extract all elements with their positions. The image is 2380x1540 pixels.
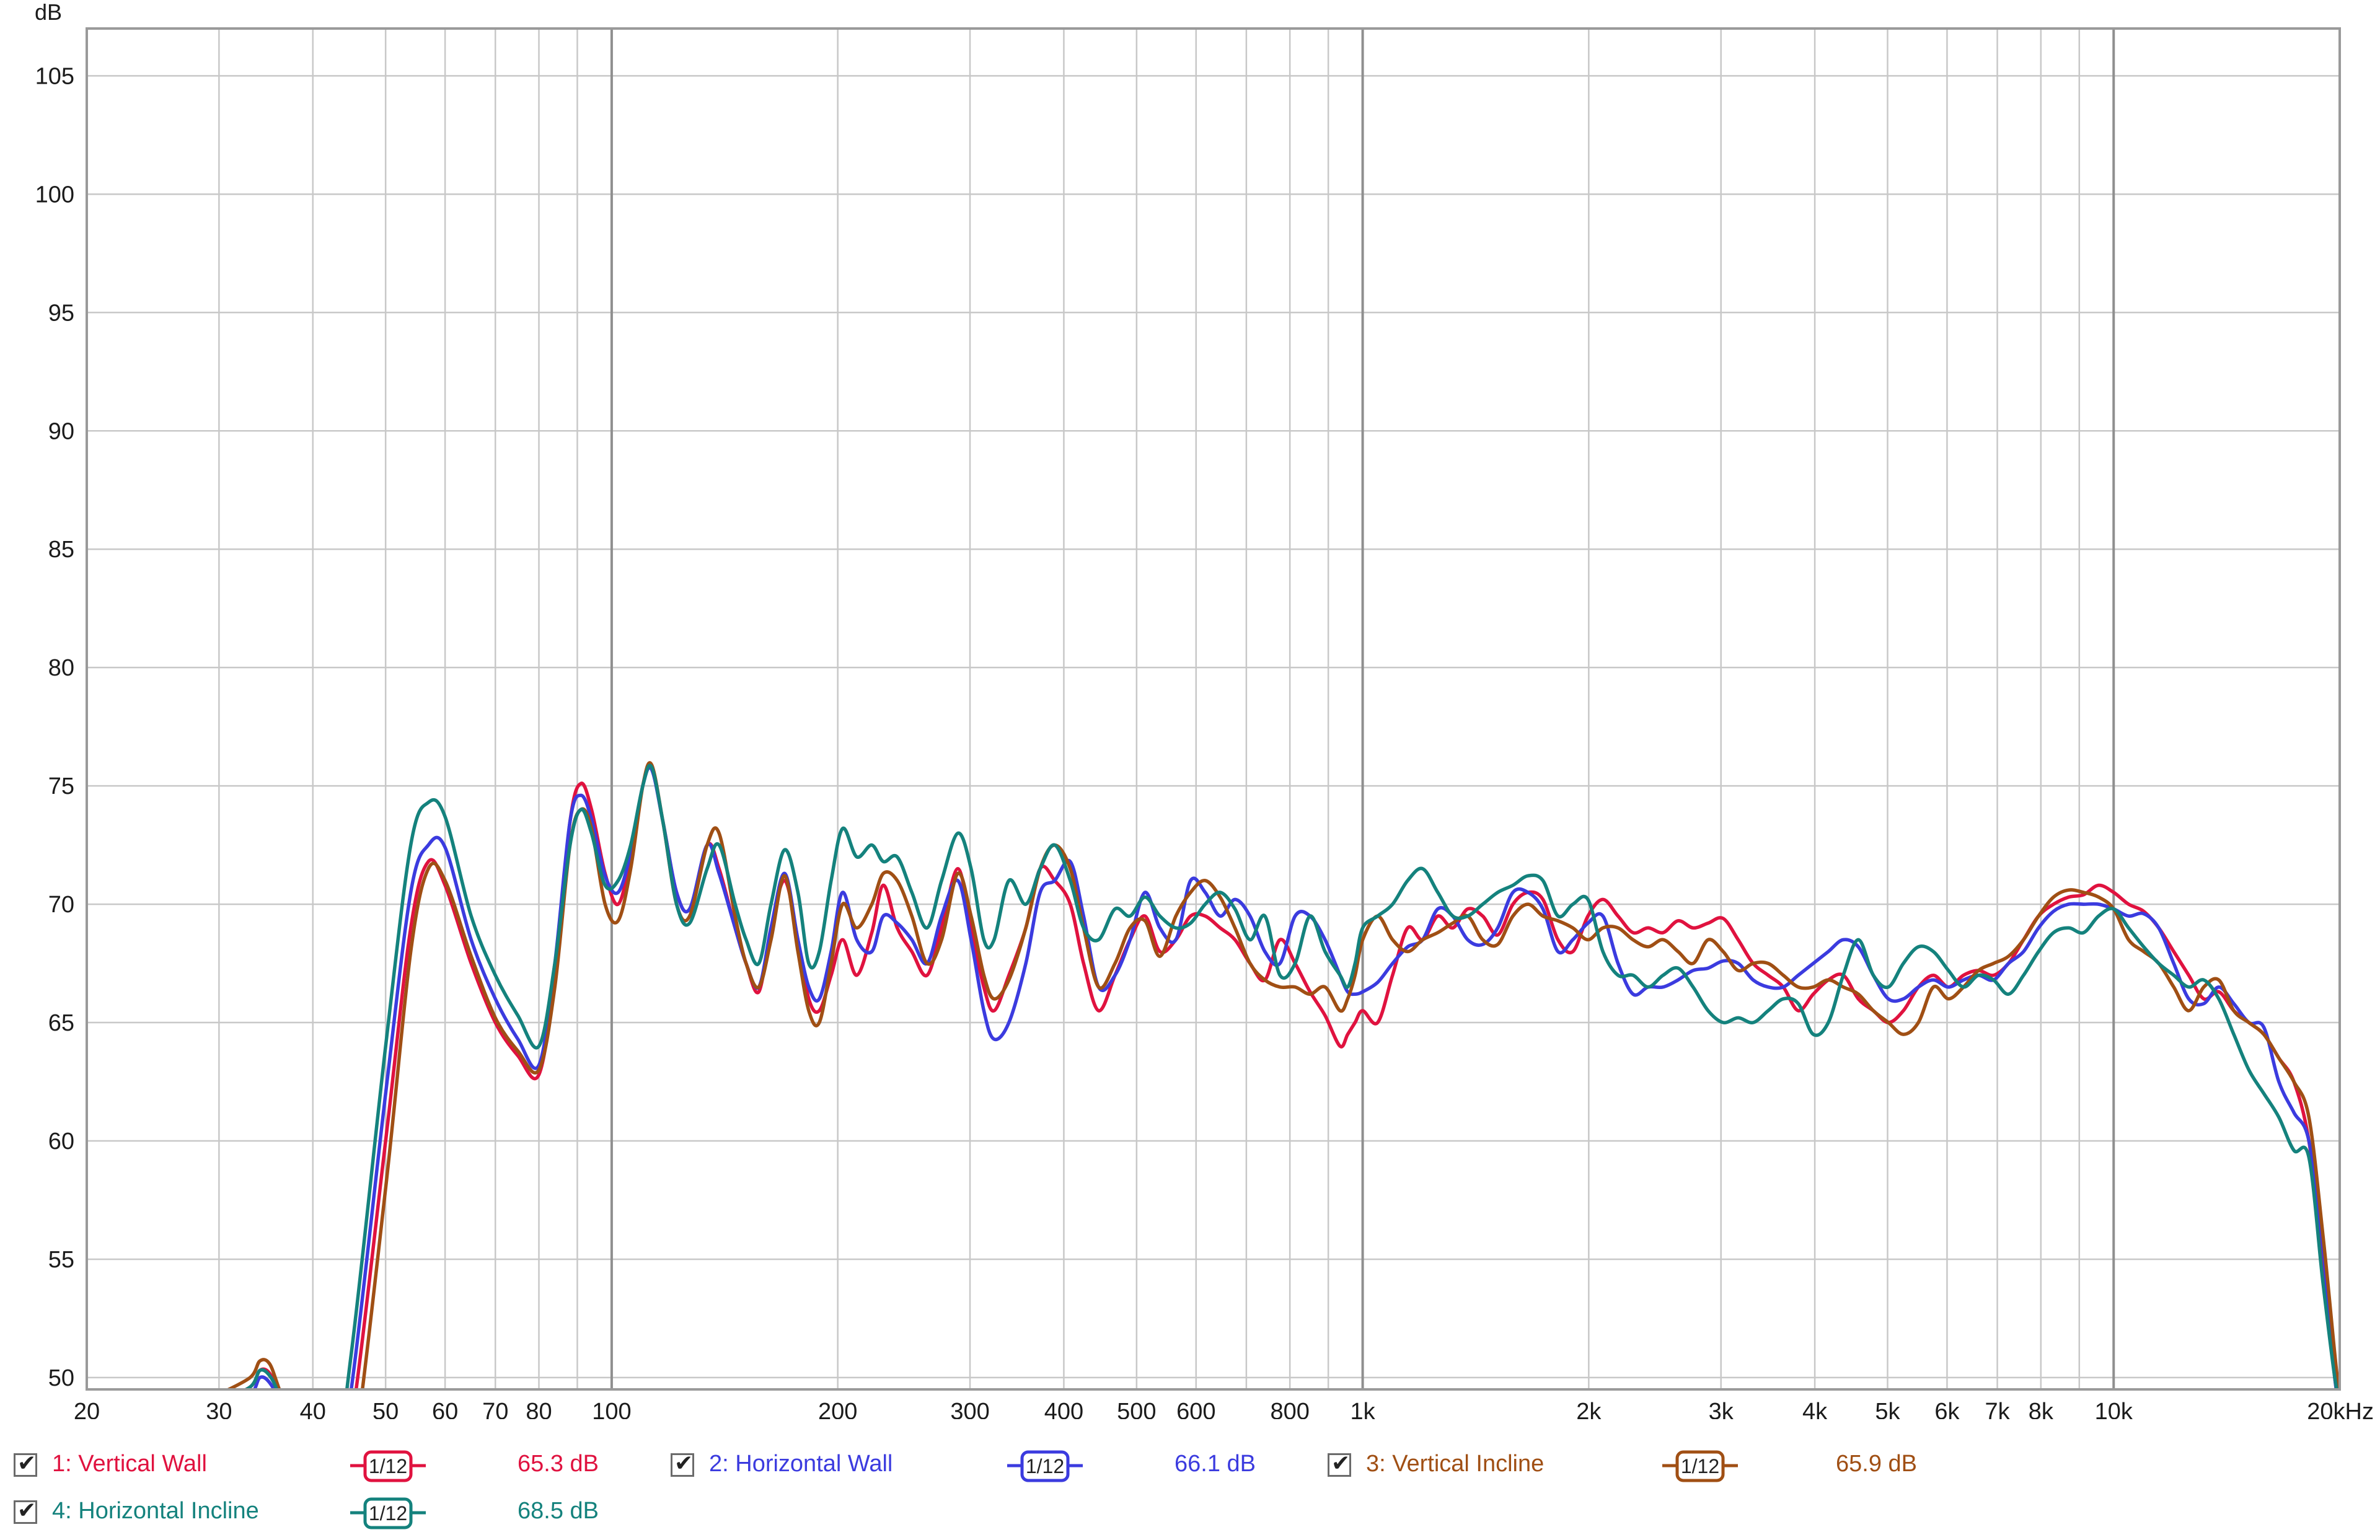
y-tick-label: 65: [48, 1010, 74, 1036]
x-tick-label: 80: [526, 1399, 552, 1419]
series-level-value: 66.1 dB: [1175, 1451, 1256, 1477]
series-visibility-checkbox[interactable]: [671, 1451, 694, 1477]
y-axis-unit-label: dB: [35, 0, 62, 25]
legend-item-3: 3: Vertical Incline 1/12 65.9 dB: [1328, 1448, 2380, 1493]
smoothing-label: 1/12: [369, 1502, 407, 1525]
frequency-response-chart: dB 50 55 60 65 70 75 80 85 90 95 100 105 20 30 40 50 60…: [35, 0, 2374, 1419]
x-tick-label: 6k: [1934, 1399, 1960, 1419]
y-tick-label: 85: [48, 537, 74, 563]
x-tick-label: 5k: [1875, 1399, 1900, 1419]
x-tick-label: 20kHz: [2307, 1399, 2374, 1419]
series-level-value: 68.5 dB: [518, 1498, 599, 1524]
y-tick-label: 70: [48, 892, 74, 918]
series-level-value: 65.9 dB: [1836, 1451, 1917, 1477]
x-tick-label: 200: [818, 1399, 857, 1419]
x-tick-label: 800: [1270, 1399, 1309, 1419]
y-tick-label: 100: [35, 182, 74, 208]
smoothing-selector-button[interactable]: 1/12: [350, 1495, 426, 1531]
x-tick-label: 10k: [2095, 1399, 2133, 1419]
x-tick-label: 4k: [1802, 1399, 1828, 1419]
x-tick-label: 3k: [1709, 1399, 1734, 1419]
series-name-label: 1: Vertical Wall: [52, 1451, 207, 1477]
series-name-label: 3: Vertical Incline: [1366, 1451, 1545, 1477]
y-tick-label: 55: [48, 1247, 74, 1273]
series-level-value: 65.3 dB: [518, 1451, 599, 1477]
plot-grid: [87, 29, 2340, 1389]
x-axis-tick-labels: 20 30 40 50 60 70 80 100 200 300 400 500 600 800 1k 2k 3…: [74, 1399, 2374, 1419]
y-tick-label: 80: [48, 655, 74, 681]
legend-item-2: 2: Horizontal Wall 1/12 66.1 dB: [671, 1448, 1910, 1493]
y-tick-label: 95: [48, 300, 74, 326]
y-axis-tick-labels: 50 55 60 65 70 75 80 85 90 95 100 105: [35, 63, 74, 1391]
response-curves: [224, 761, 2340, 1389]
y-tick-label: 50: [48, 1365, 74, 1391]
x-tick-label: 8k: [2029, 1399, 2054, 1419]
x-tick-label: 100: [592, 1399, 631, 1419]
x-tick-label: 40: [300, 1399, 326, 1419]
smoothing-selector-button[interactable]: 1/12: [350, 1448, 426, 1484]
series-visibility-checkbox[interactable]: [14, 1498, 37, 1524]
series-line-4: [242, 763, 2338, 1389]
plot-frame: [86, 27, 2341, 1391]
x-tick-label: 1k: [1351, 1399, 1376, 1419]
y-tick-label: 105: [35, 63, 74, 89]
smoothing-selector-button[interactable]: 1/12: [1662, 1448, 1738, 1484]
smoothing-label: 1/12: [1681, 1455, 1719, 1477]
series-line-2: [252, 765, 2338, 1389]
x-tick-label: 7k: [1985, 1399, 2010, 1419]
series-visibility-checkbox[interactable]: [1328, 1451, 1351, 1477]
y-tick-label: 90: [48, 418, 74, 444]
x-tick-label: 70: [482, 1399, 508, 1419]
x-tick-label: 400: [1044, 1399, 1083, 1419]
smoothing-label: 1/12: [369, 1455, 407, 1477]
x-tick-label: 60: [432, 1399, 458, 1419]
smoothing-label: 1/12: [1026, 1455, 1064, 1477]
y-tick-label: 60: [48, 1129, 74, 1155]
y-tick-label: 75: [48, 773, 74, 799]
series-visibility-checkbox[interactable]: [14, 1451, 37, 1477]
x-tick-label: 50: [372, 1399, 399, 1419]
x-tick-label: 300: [950, 1399, 989, 1419]
x-tick-label: 600: [1176, 1399, 1215, 1419]
x-tick-label: 500: [1117, 1399, 1156, 1419]
series-name-label: 4: Horizontal Incline: [52, 1498, 259, 1524]
plot-background: [87, 29, 2340, 1389]
x-tick-label: 20: [74, 1399, 100, 1419]
legend-item-1: 1: Vertical Wall 1/12 65.3 dB: [14, 1448, 1253, 1493]
x-tick-label: 2k: [1576, 1399, 1602, 1419]
x-tick-label: 30: [206, 1399, 232, 1419]
smoothing-selector-button[interactable]: 1/12: [1007, 1448, 1083, 1484]
legend-item-4: 4: Horizontal Incline 1/12 68.5 dB: [14, 1495, 1253, 1540]
legend: 1: Vertical Wall 1/12 65.3 dB 2: Horizontal…: [0, 1419, 2380, 1535]
series-name-label: 2: Horizontal Wall: [709, 1451, 893, 1477]
